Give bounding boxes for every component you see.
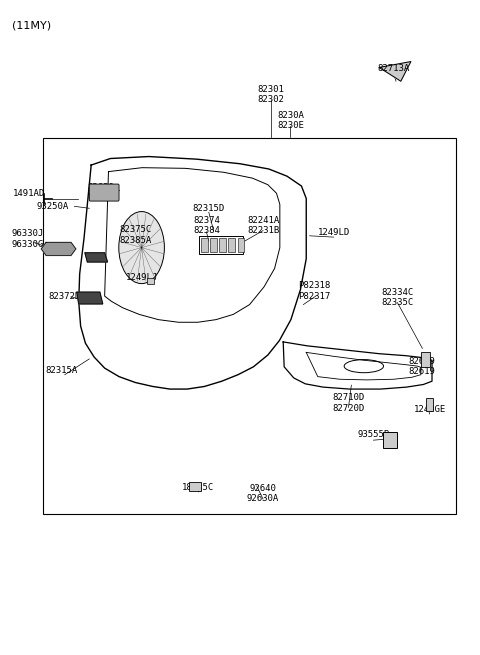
Bar — [238, 238, 244, 252]
Text: 82315D: 82315D — [192, 204, 225, 213]
Bar — [43, 138, 456, 514]
Bar — [201, 238, 208, 252]
Bar — [147, 278, 154, 284]
Text: 93555B: 93555B — [357, 430, 390, 440]
Bar — [210, 238, 217, 252]
Text: (11MY): (11MY) — [12, 21, 51, 31]
Text: 1491AD: 1491AD — [12, 189, 45, 198]
Text: 82710D
82720D: 82710D 82720D — [332, 393, 365, 413]
Polygon shape — [85, 253, 108, 262]
Bar — [383, 432, 397, 448]
Text: 82374
82384: 82374 82384 — [193, 215, 220, 235]
Text: 1249LD: 1249LD — [317, 228, 350, 237]
Text: 93250A: 93250A — [36, 202, 69, 211]
Text: 82334C
82335C: 82334C 82335C — [381, 288, 414, 307]
Text: 96330J
96330G: 96330J 96330G — [12, 229, 44, 249]
Text: 1249LJ: 1249LJ — [125, 273, 158, 282]
Text: 82301
82302: 82301 82302 — [258, 84, 285, 104]
Polygon shape — [77, 292, 103, 304]
Text: 82315A: 82315A — [45, 365, 78, 375]
Polygon shape — [379, 62, 411, 81]
Text: 92640
92630A: 92640 92630A — [247, 483, 279, 503]
Text: 1249GE: 1249GE — [413, 405, 446, 414]
Bar — [189, 482, 201, 491]
Bar — [421, 352, 430, 367]
Text: 8230A
8230E: 8230A 8230E — [277, 111, 304, 130]
Bar — [228, 238, 235, 252]
Text: 82375C
82385A: 82375C 82385A — [119, 225, 152, 245]
Bar — [219, 238, 226, 252]
Text: 82241A
82231B: 82241A 82231B — [247, 215, 279, 235]
Polygon shape — [41, 242, 76, 255]
Text: 18645C: 18645C — [181, 483, 214, 492]
Ellipse shape — [119, 212, 164, 284]
Text: 82629
82619: 82629 82619 — [408, 357, 435, 377]
Text: P82318
P82317: P82318 P82317 — [298, 281, 331, 301]
Text: 82713A: 82713A — [377, 64, 410, 73]
FancyBboxPatch shape — [89, 184, 119, 201]
Text: 82620
82610: 82620 82610 — [87, 183, 114, 202]
Bar — [426, 398, 433, 411]
Bar — [199, 236, 243, 254]
Text: 82372D: 82372D — [48, 292, 81, 301]
